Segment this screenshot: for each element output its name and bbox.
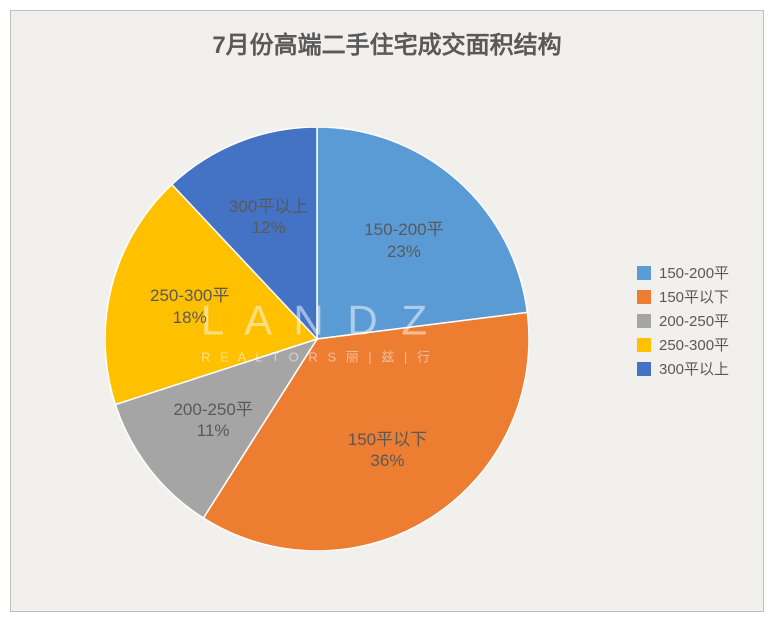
- legend-item: 250-300平: [637, 334, 729, 355]
- slice-label-percent: 11%: [173, 420, 252, 441]
- legend-label: 150-200平: [659, 262, 729, 283]
- slice-label-name: 250-300平: [150, 285, 229, 306]
- legend: 150-200平 150平以下 200-250平 250-300平 300平以上: [629, 253, 737, 388]
- slice-label-percent: 23%: [364, 240, 443, 261]
- slice-label: 250-300平18%: [150, 285, 229, 328]
- slice-label-percent: 18%: [150, 306, 229, 327]
- slice-label-name: 300平以上: [229, 196, 308, 217]
- legend-item: 150平以下: [637, 286, 729, 307]
- slice-label: 200-250平11%: [173, 398, 252, 441]
- slice-label: 150平以下36%: [348, 429, 427, 472]
- chart-title: 7月份高端二手住宅成交面积结构: [11, 25, 763, 60]
- slice-label-name: 200-250平: [173, 398, 252, 419]
- slice-label: 150-200平23%: [364, 219, 443, 262]
- legend-label: 200-250平: [659, 310, 729, 331]
- legend-item: 300平以上: [637, 358, 729, 379]
- slice-label-name: 150平以下: [348, 429, 427, 450]
- slice-label-percent: 12%: [229, 217, 308, 238]
- legend-swatch: [637, 362, 651, 376]
- slice-label-name: 150-200平: [364, 219, 443, 240]
- legend-item: 200-250平: [637, 310, 729, 331]
- legend-swatch: [637, 266, 651, 280]
- legend-swatch: [637, 314, 651, 328]
- legend-label: 250-300平: [659, 334, 729, 355]
- legend-swatch: [637, 338, 651, 352]
- pie-chart: [105, 127, 529, 551]
- slice-label-percent: 36%: [348, 450, 427, 471]
- legend-item: 150-200平: [637, 262, 729, 283]
- pie-svg: [105, 127, 529, 551]
- legend-swatch: [637, 290, 651, 304]
- legend-label: 150平以下: [659, 286, 729, 307]
- legend-label: 300平以上: [659, 358, 729, 379]
- chart-container: 7月份高端二手住宅成交面积结构 L A N D Z R E A L T O R …: [0, 0, 774, 622]
- slice-label: 300平以上12%: [229, 196, 308, 239]
- plot-area: 7月份高端二手住宅成交面积结构 L A N D Z R E A L T O R …: [10, 10, 764, 612]
